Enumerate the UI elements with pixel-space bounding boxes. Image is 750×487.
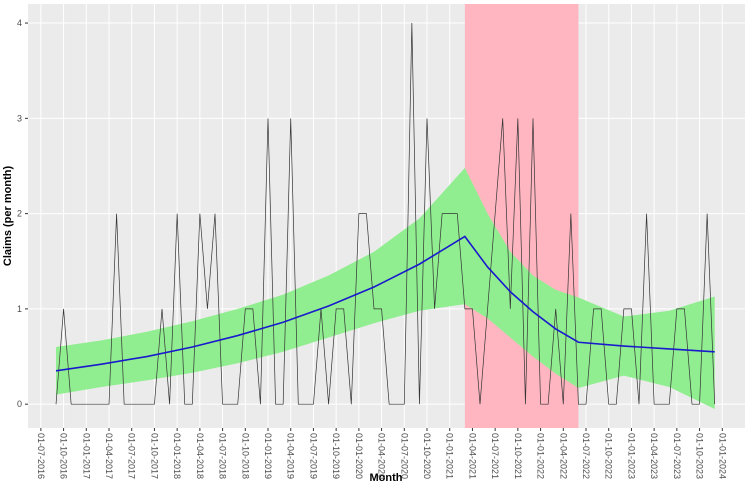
y-tick-label: 4 xyxy=(17,18,22,28)
x-tick-label: 01-01-2024 xyxy=(717,433,727,479)
x-tick-label: 01-01-2017 xyxy=(81,433,91,479)
y-tick-label: 1 xyxy=(17,304,22,314)
claims-line xyxy=(55,23,716,405)
x-tick-label: 01-07-2017 xyxy=(127,433,137,479)
x-tick-label: 01-01-2018 xyxy=(172,433,182,479)
x-tick-label: 01-04-2017 xyxy=(104,433,114,479)
x-tick-label: 01-01-2021 xyxy=(445,433,455,479)
x-tick-label: 01-07-2019 xyxy=(308,433,318,479)
x-tick-label: 01-10-2016 xyxy=(59,433,69,479)
x-tick-label: 01-07-2022 xyxy=(581,433,591,479)
y-tick-label: 2 xyxy=(17,209,22,219)
x-tick-label: 01-07-2016 xyxy=(36,433,46,479)
y-tick-label: 3 xyxy=(17,113,22,123)
x-tick-label: 01-01-2020 xyxy=(354,433,364,479)
x-tick-label: 01-07-2021 xyxy=(490,433,500,479)
x-tick-label: 01-04-2021 xyxy=(467,433,477,479)
x-tick-label: 01-01-2019 xyxy=(263,433,273,479)
x-tick-label: 01-04-2023 xyxy=(649,433,659,479)
x-tick-label: 01-01-2023 xyxy=(626,433,636,479)
x-tick-label: 01-10-2022 xyxy=(604,433,614,479)
x-tick-label: 01-10-2023 xyxy=(695,433,705,479)
x-tick-label: 01-07-2018 xyxy=(218,433,228,479)
x-tick-label: 01-07-2023 xyxy=(672,433,682,479)
x-tick-label: 01-10-2017 xyxy=(149,433,159,479)
x-tick-label: 01-01-2022 xyxy=(536,433,546,479)
x-tick-label: 01-04-2022 xyxy=(558,433,568,479)
trend-line xyxy=(55,235,715,372)
x-tick-label: 01-10-2019 xyxy=(331,433,341,479)
y-axis-title: Claims (per month) xyxy=(2,166,14,267)
y-tick-label: 0 xyxy=(17,399,22,409)
x-tick-label: 01-04-2019 xyxy=(286,433,296,479)
x-tick-label: 01-10-2020 xyxy=(422,433,432,479)
x-tick-label: 01-04-2020 xyxy=(377,433,387,479)
x-tick-label: 01-07-2020 xyxy=(399,433,409,479)
x-tick-label: 01-10-2021 xyxy=(513,433,523,479)
x-tick-label: 01-04-2018 xyxy=(195,433,205,479)
x-tick-label: 01-10-2018 xyxy=(240,433,250,479)
x-axis-title: Month xyxy=(370,472,403,484)
